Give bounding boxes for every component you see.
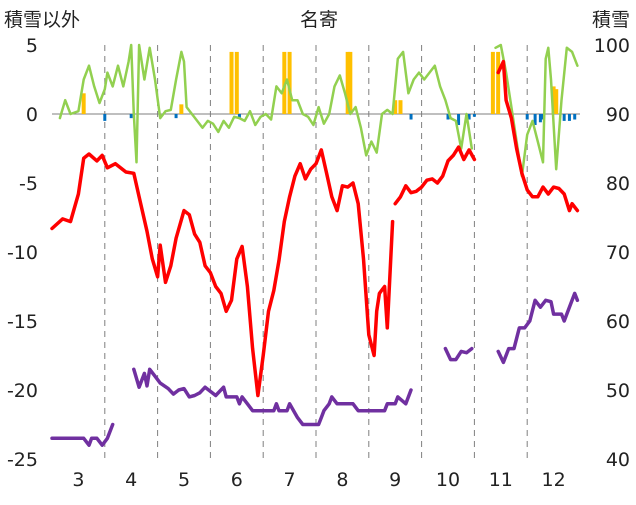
left-y-tick-label: -15 xyxy=(7,311,38,333)
negative-bar xyxy=(562,114,566,121)
left-y-tick-label: -5 xyxy=(19,173,38,195)
x-tick-label: 5 xyxy=(178,469,190,491)
negative-bar xyxy=(409,114,413,120)
negative-bar xyxy=(567,114,571,121)
right-y-tick-label: 60 xyxy=(606,311,630,333)
negative-bar xyxy=(472,114,476,117)
positive-bar xyxy=(179,104,184,114)
chart-title: 名寄 xyxy=(300,9,338,31)
positive-bar xyxy=(287,51,292,114)
left-y-tick-label: -10 xyxy=(7,242,38,264)
positive-bar xyxy=(282,51,287,114)
negative-bar xyxy=(533,114,537,126)
negative-bar xyxy=(446,114,450,120)
left-y-tick-label: 0 xyxy=(26,104,38,126)
negative-bar xyxy=(457,114,461,126)
grid xyxy=(52,45,580,459)
line-layer xyxy=(50,43,580,447)
x-tick-label: 11 xyxy=(489,469,513,491)
negative-bar xyxy=(103,114,107,121)
x-tick-label: 7 xyxy=(284,469,296,491)
purple-series-line xyxy=(132,367,413,427)
green-series-line xyxy=(494,43,579,178)
positive-bar xyxy=(81,93,86,114)
positive-bar xyxy=(393,100,398,114)
x-tick-label: 8 xyxy=(336,469,348,491)
purple-series-line xyxy=(496,291,580,365)
left-y-tick-label: -20 xyxy=(7,380,38,402)
positive-bar xyxy=(229,51,234,114)
right-y-tick-label: 50 xyxy=(606,380,630,402)
x-tick-label: 3 xyxy=(72,469,84,491)
right-y-tick-label: 40 xyxy=(606,449,630,471)
positive-bar xyxy=(554,89,559,114)
x-tick-label: 4 xyxy=(125,469,137,491)
negative-bar xyxy=(237,114,241,119)
red-series-line xyxy=(50,148,395,398)
left-y-tick-label: 5 xyxy=(26,35,38,57)
negative-bar xyxy=(573,114,577,120)
right-y-tick-label: 90 xyxy=(606,104,630,126)
red-series-line xyxy=(496,59,580,213)
green-series-line xyxy=(58,43,474,164)
positive-bar xyxy=(348,51,353,114)
negative-bar xyxy=(525,114,529,120)
x-tick-label: 6 xyxy=(231,469,243,491)
bar-layer xyxy=(81,51,577,126)
positive-bar xyxy=(551,86,556,114)
red-series-line xyxy=(393,145,477,206)
negative-bar xyxy=(174,114,178,119)
x-tick-label: 9 xyxy=(389,469,401,491)
positive-bar xyxy=(490,51,495,114)
negative-bar xyxy=(538,114,542,123)
right-y-tick-label: 100 xyxy=(594,35,630,57)
purple-series-line xyxy=(443,346,474,362)
right-y-tick-label: 70 xyxy=(606,242,630,264)
left-axis-title: 積雪以外 xyxy=(4,9,80,31)
negative-bar xyxy=(129,114,133,119)
positive-bar xyxy=(398,100,403,114)
left-y-tick-label: -25 xyxy=(7,449,38,471)
positive-bar xyxy=(234,51,239,114)
negative-bar xyxy=(467,114,471,120)
right-axis-title: 積雪 xyxy=(592,9,630,31)
x-tick-label: 10 xyxy=(436,469,460,491)
purple-series-line xyxy=(50,422,115,447)
positive-bar xyxy=(496,51,501,114)
right-y-tick-label: 80 xyxy=(606,173,630,195)
positive-bar xyxy=(345,51,350,114)
x-tick-label: 12 xyxy=(542,469,566,491)
